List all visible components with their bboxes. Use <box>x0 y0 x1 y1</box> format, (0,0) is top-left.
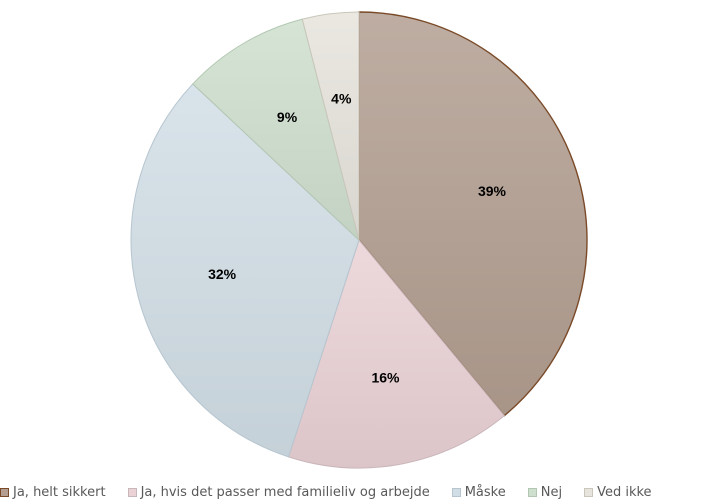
legend-label: Måske <box>464 484 506 500</box>
pie-slice-ja-helt-sikkert <box>358 11 588 417</box>
legend-swatch <box>527 487 537 497</box>
pie-slice-ja-hvis-det-passer-med-familieliv-og-arbejde <box>287 238 506 469</box>
pie-slice-labels: 39% 16% 32% 9% 4% <box>208 90 506 385</box>
legend-label: Nej <box>540 484 563 500</box>
pie-plot-area: 39% 16% 32% 9% 4% <box>130 11 588 469</box>
legend-swatch <box>451 487 461 497</box>
legend-swatch <box>127 487 137 497</box>
pie-value-label: 32% <box>208 266 237 282</box>
pie-value-label: 39% <box>478 183 507 199</box>
legend-label: Ja, hvis det passer med familieliv og ar… <box>140 484 430 500</box>
legend-item: Ved ikke <box>584 484 652 500</box>
legend-item: Ja, helt sikkert <box>0 485 106 500</box>
legend-swatch <box>584 487 594 497</box>
legend-item: Nej <box>527 484 563 500</box>
pie-slice-ved-ikke <box>301 11 360 241</box>
pie-slice-m-ske <box>130 83 360 458</box>
legend-item: Ja, hvis det passer med familieliv og ar… <box>127 484 430 500</box>
legend-swatch <box>0 487 9 497</box>
pie-slice-nej <box>192 18 360 242</box>
pie-value-label: 4% <box>331 90 352 106</box>
pie-value-label: 9% <box>277 109 298 125</box>
legend-label: Ja, helt sikkert <box>13 484 106 500</box>
pie-value-label: 16% <box>371 370 400 386</box>
chart-legend: Ja, helt sikkert Ja, hvis det passer med … <box>0 482 717 502</box>
pie-slices <box>130 11 588 469</box>
legend-label: Ved ikke <box>597 484 652 500</box>
legend-item: Måske <box>451 484 506 500</box>
